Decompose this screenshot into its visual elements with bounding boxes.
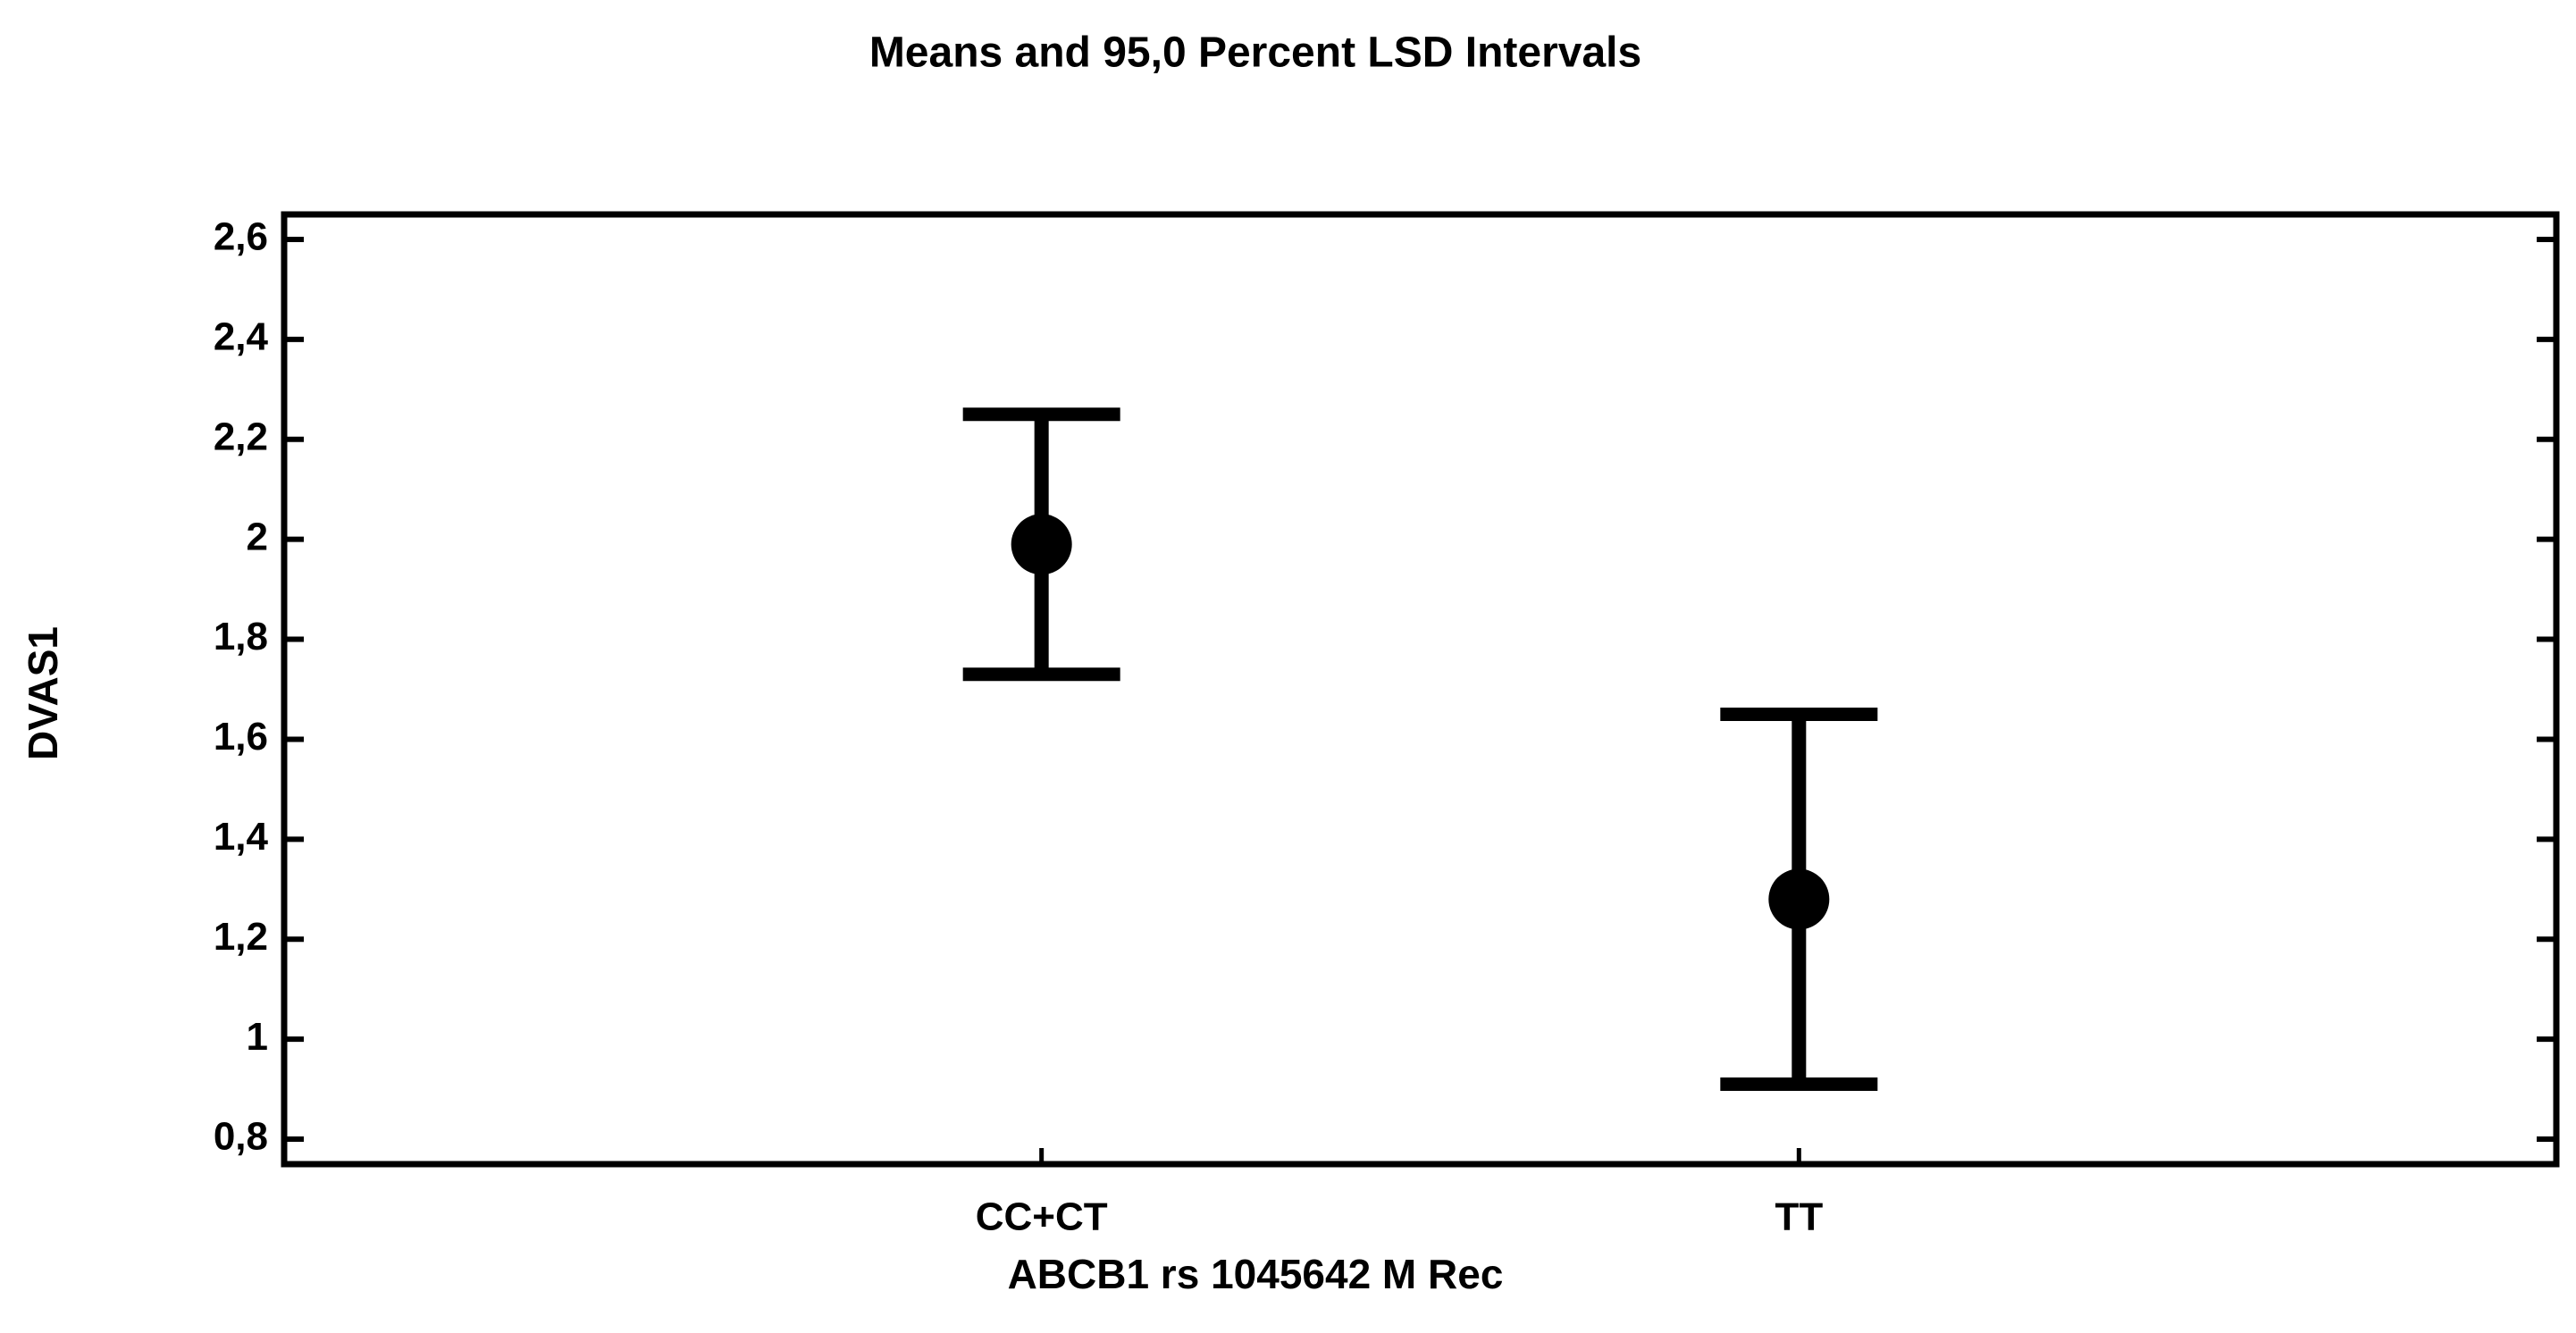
- y-tick-label: 2: [247, 515, 268, 558]
- x-tick-label: CC+CT: [976, 1195, 1108, 1239]
- y-tick-label: 2,2: [214, 415, 268, 458]
- mean-marker: [1768, 868, 1830, 930]
- y-tick-label: 1,8: [214, 615, 268, 658]
- y-tick-label: 1,4: [214, 815, 269, 859]
- y-tick-label: 1,6: [214, 715, 268, 759]
- y-tick-label: 2,4: [214, 314, 269, 358]
- y-tick-label: 1,2: [214, 915, 268, 959]
- y-tick-label: 2,6: [214, 215, 268, 259]
- plot-frame: [281, 211, 2560, 1168]
- chart-title: Means and 95,0 Percent LSD Intervals: [869, 29, 1641, 77]
- y-tick-label: 1: [247, 1015, 268, 1059]
- y-axis-label: DVAS1: [20, 626, 66, 760]
- x-tick-label: TT: [1775, 1195, 1823, 1239]
- mean-marker: [1011, 514, 1072, 575]
- y-tick-label: 0,8: [214, 1115, 268, 1159]
- x-axis-label: ABCB1 rs 1045642 M Rec: [1008, 1251, 1504, 1297]
